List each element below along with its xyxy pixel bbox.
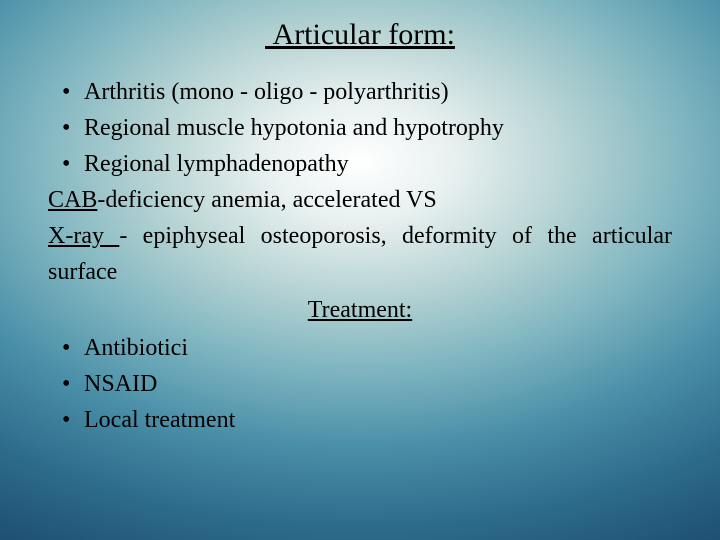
bullet-text: Arthritis (mono - oligo - polyarthritis) <box>84 74 672 110</box>
xray-rest: - epiphyseal osteoporosis, deformity of … <box>48 223 672 285</box>
bullet-icon: • <box>62 366 84 402</box>
list-item: • Regional lymphadenopathy <box>48 146 672 182</box>
bullet-text: NSAID <box>84 366 672 402</box>
bullet-icon: • <box>62 110 84 146</box>
bullet-text: Local treatment <box>84 402 672 438</box>
bullet-icon: • <box>62 402 84 438</box>
treatment-heading: Treatment: <box>48 292 672 328</box>
list-item: • Arthritis (mono - oligo - polyarthriti… <box>48 74 672 110</box>
slide-title: Articular form: <box>48 18 672 52</box>
list-item: • NSAID <box>48 366 672 402</box>
list-item: • Regional muscle hypotonia and hypotrop… <box>48 110 672 146</box>
bullet-text: Antibiotici <box>84 330 672 366</box>
bullet-icon: • <box>62 330 84 366</box>
cab-label: CAB <box>48 187 97 213</box>
bullet-icon: • <box>62 74 84 110</box>
xray-label: X-ray <box>48 223 119 249</box>
list-item: • Local treatment <box>48 402 672 438</box>
cab-line: CAB-deficiency anemia, accelerated VS <box>48 182 672 218</box>
bullet-text: Regional muscle hypotonia and hypotrophy <box>84 110 672 146</box>
slide-body: • Arthritis (mono - oligo - polyarthriti… <box>48 74 672 438</box>
slide-container: Articular form: • Arthritis (mono - olig… <box>0 0 720 540</box>
cab-rest: -deficiency anemia, accelerated VS <box>97 187 436 213</box>
xray-line: X-ray - epiphyseal osteoporosis, deformi… <box>48 218 672 290</box>
bullet-icon: • <box>62 146 84 182</box>
bullet-text: Regional lymphadenopathy <box>84 146 672 182</box>
list-item: • Antibiotici <box>48 330 672 366</box>
